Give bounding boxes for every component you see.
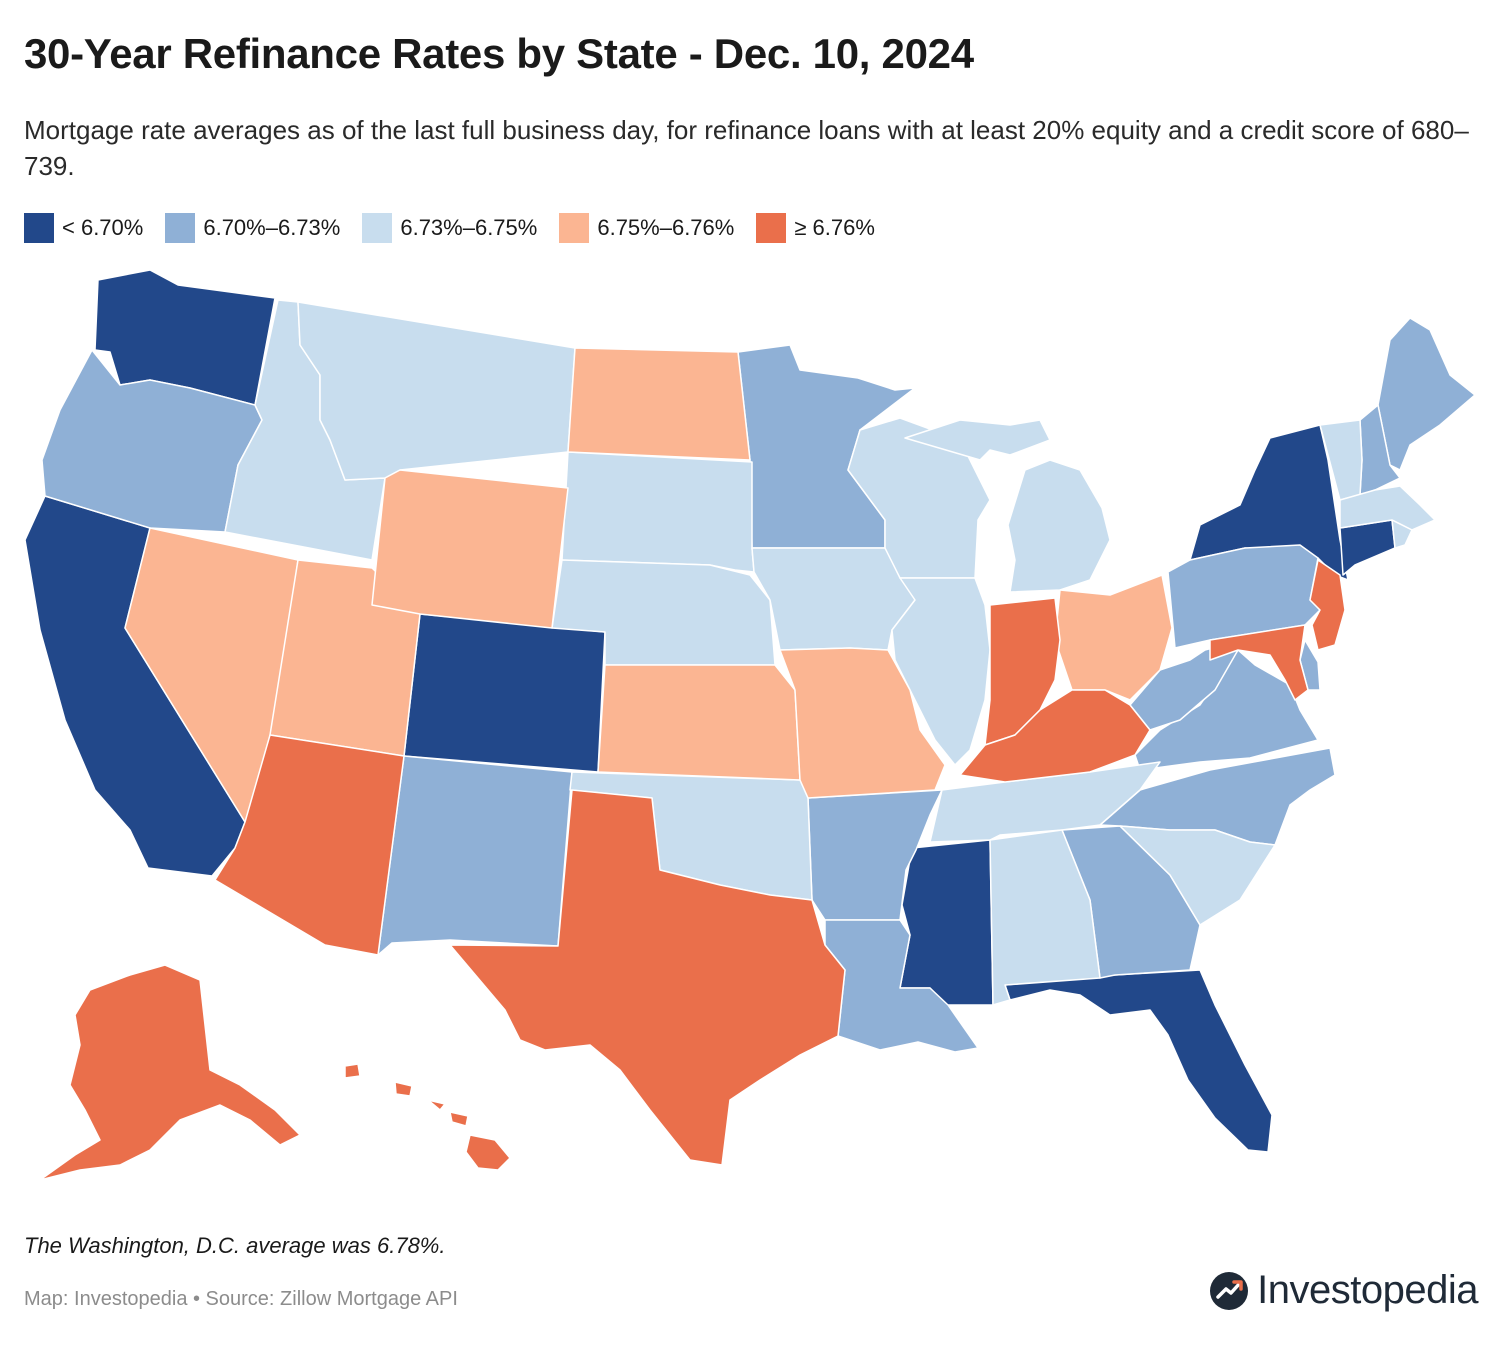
source-credit: Map: Investopedia • Source: Zillow Mortg… bbox=[24, 1288, 458, 1310]
bin-673-675 bbox=[224, 299, 1436, 1006]
state-arkansas[interactable] bbox=[807, 789, 943, 921]
state-massachusetts[interactable] bbox=[1339, 485, 1436, 531]
legend-label: < 6.70% bbox=[62, 215, 144, 240]
state-south-dakota[interactable] bbox=[561, 451, 755, 573]
legend-item: < 6.70% bbox=[24, 213, 143, 243]
state-ohio[interactable] bbox=[1054, 574, 1173, 701]
state-wyoming[interactable] bbox=[371, 469, 569, 629]
legend-item: ≥ 6.76% bbox=[756, 213, 875, 243]
state-maine[interactable] bbox=[1377, 317, 1476, 471]
legend-item: 6.70%–6.73% bbox=[165, 213, 340, 243]
legend-swatch-ge-676 bbox=[756, 213, 787, 243]
state-new-mexico[interactable] bbox=[377, 755, 573, 956]
legend-item: 6.75%–6.76% bbox=[559, 213, 734, 243]
state-iowa[interactable] bbox=[751, 547, 916, 651]
state-alabama[interactable] bbox=[989, 829, 1101, 1006]
state-kansas[interactable] bbox=[597, 664, 801, 781]
map-title: 30-Year Refinance Rates by State - Dec. … bbox=[24, 30, 974, 77]
state-michigan[interactable] bbox=[904, 419, 1111, 593]
state-utah[interactable] bbox=[269, 559, 421, 757]
state-florida[interactable] bbox=[1004, 969, 1273, 1153]
bin-ge-676 bbox=[39, 559, 1346, 1181]
state-texas[interactable] bbox=[449, 789, 846, 1166]
legend-swatch-670-673 bbox=[165, 213, 196, 243]
state-kentucky[interactable] bbox=[959, 689, 1151, 783]
state-montana[interactable] bbox=[297, 301, 576, 481]
investopedia-logo-icon bbox=[1210, 1271, 1249, 1310]
legend-label: ≥ 6.76% bbox=[794, 215, 875, 240]
state-alaska[interactable] bbox=[39, 964, 301, 1181]
state-illinois[interactable] bbox=[891, 577, 991, 766]
investopedia-logo[interactable]: Investopedia bbox=[1209, 1268, 1478, 1313]
legend-swatch-675-676 bbox=[559, 213, 590, 243]
dc-note: The Washington, D.C. average was 6.78%. bbox=[24, 1233, 446, 1258]
state-colorado[interactable] bbox=[403, 613, 606, 773]
state-rhode-island[interactable] bbox=[1391, 519, 1413, 549]
state-north-dakota[interactable] bbox=[567, 347, 751, 461]
state-south-carolina[interactable] bbox=[1119, 825, 1276, 926]
state-new-jersey[interactable] bbox=[1309, 559, 1346, 651]
state-mississippi[interactable] bbox=[899, 839, 994, 1006]
bin-675-676 bbox=[124, 347, 1173, 823]
map-subtitle: Mortgage rate averages as of the last fu… bbox=[24, 115, 1469, 181]
state-vermont[interactable] bbox=[1319, 419, 1363, 501]
legend-label: 6.70%–6.73% bbox=[203, 215, 341, 240]
legend-item: 6.73%–6.75% bbox=[362, 213, 537, 243]
legend-swatch-lt-670 bbox=[24, 213, 54, 243]
bin-lt-670 bbox=[24, 269, 1396, 1153]
state-maryland[interactable] bbox=[1209, 624, 1309, 701]
state-connecticut[interactable] bbox=[1339, 519, 1396, 576]
state-hawaii[interactable] bbox=[344, 1063, 511, 1171]
legend-label: 6.75%–6.76% bbox=[597, 215, 735, 240]
legend: < 6.70% 6.70%–6.73% 6.73%–6.75% 6.75%–6.… bbox=[24, 212, 897, 244]
legend-swatch-673-675 bbox=[362, 213, 393, 243]
us-choropleth-map bbox=[24, 269, 1476, 1181]
state-arizona[interactable] bbox=[214, 734, 405, 956]
state-missouri[interactable] bbox=[779, 647, 946, 799]
legend-label: 6.73%–6.75% bbox=[400, 215, 538, 240]
brand-name: Investopedia bbox=[1257, 1268, 1478, 1312]
